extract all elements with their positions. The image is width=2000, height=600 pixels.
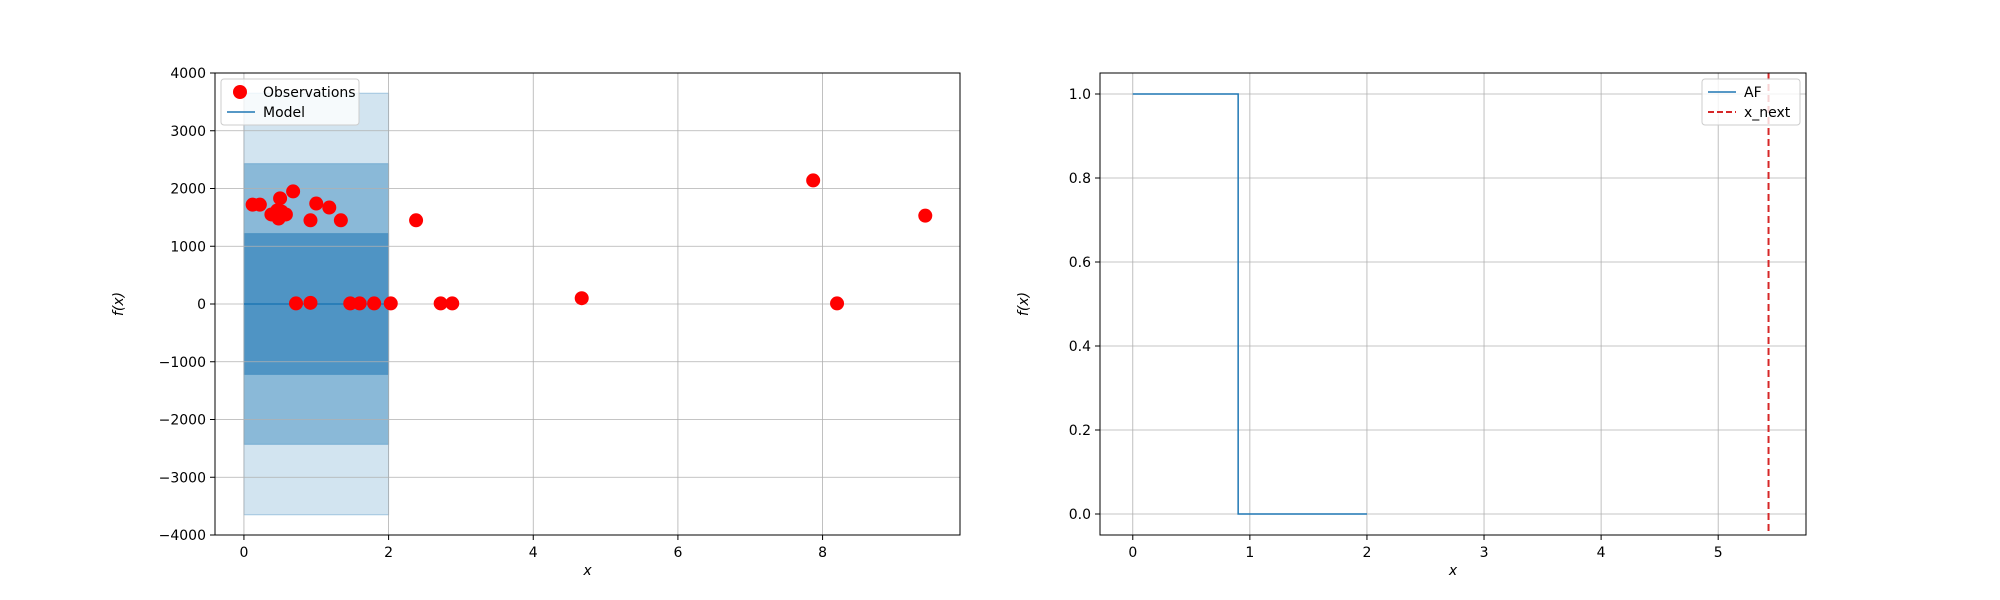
legend-box bbox=[220, 78, 360, 126]
x-tick-label: 0 bbox=[239, 545, 248, 561]
legend-label-observations: Observations bbox=[263, 85, 356, 101]
observation-point bbox=[278, 207, 293, 222]
grid bbox=[1100, 73, 1806, 535]
y-tick-label: 4000 bbox=[170, 66, 206, 82]
observation-point bbox=[367, 296, 382, 311]
observation-point bbox=[352, 296, 367, 311]
x-tick-label: 4 bbox=[1597, 545, 1606, 561]
x-tick-label: 8 bbox=[818, 545, 827, 561]
y-tick-label: −4000 bbox=[159, 528, 206, 544]
x-tick-label: 1 bbox=[1245, 545, 1254, 561]
legend-label-af: AF bbox=[1744, 85, 1762, 101]
observation-point bbox=[830, 296, 845, 311]
observation-point bbox=[286, 184, 301, 199]
y-tick-label: −3000 bbox=[159, 470, 206, 486]
observation-point bbox=[273, 191, 288, 206]
legend-box bbox=[1701, 78, 1801, 126]
y-tick-label: −2000 bbox=[159, 413, 206, 429]
y-tick-label: 0.2 bbox=[1069, 423, 1091, 439]
y-tick-label: 0 bbox=[197, 297, 206, 313]
x-tick-label: 2 bbox=[384, 545, 393, 561]
chart-acquisition-function: 0 1 2 3 4 5 0.0 0.2 0.4 0.6 0.8 1.0 x f(x) AF x_next bbox=[1016, 72, 1807, 579]
observation-points bbox=[245, 173, 933, 311]
observation-point bbox=[333, 213, 348, 228]
legend: AF x_next bbox=[1701, 78, 1801, 126]
y-tick-label: 0.4 bbox=[1069, 339, 1091, 355]
x-axis-label: x bbox=[582, 563, 592, 579]
x-tick-label: 4 bbox=[529, 545, 538, 561]
x-tick-label: 6 bbox=[673, 545, 682, 561]
observation-point bbox=[806, 173, 821, 188]
observation-point bbox=[433, 296, 448, 311]
observation-point bbox=[289, 296, 304, 311]
observation-point bbox=[309, 196, 324, 211]
y-tick-label: 3000 bbox=[170, 124, 206, 140]
y-tick-label: 1000 bbox=[170, 239, 206, 255]
y-tick-label: 2000 bbox=[170, 182, 206, 198]
y-tick-label: 0.0 bbox=[1069, 507, 1091, 523]
x-tick-label: 2 bbox=[1362, 545, 1371, 561]
observation-point bbox=[574, 291, 589, 306]
observation-point bbox=[918, 208, 933, 223]
x-tick-label: 0 bbox=[1128, 545, 1137, 561]
x-axis-label: x bbox=[1448, 563, 1458, 579]
legend-label-model: Model bbox=[263, 105, 305, 121]
y-tick-label: −1000 bbox=[159, 355, 206, 371]
observation-point bbox=[252, 197, 267, 212]
y-tick-label: 0.6 bbox=[1069, 255, 1091, 271]
legend: Observations Model bbox=[220, 78, 360, 126]
y-axis-label: f(x) bbox=[1016, 292, 1032, 316]
y-tick-label: 0.8 bbox=[1069, 171, 1091, 187]
y-axis-label: f(x) bbox=[111, 292, 127, 316]
af-line bbox=[1132, 93, 1367, 515]
legend-label-x-next: x_next bbox=[1744, 105, 1791, 121]
legend-marker-observations bbox=[233, 85, 247, 99]
observation-point bbox=[303, 213, 318, 228]
observation-point bbox=[322, 200, 337, 215]
plot-frame bbox=[1099, 72, 1807, 536]
observation-point bbox=[409, 213, 424, 228]
observation-point bbox=[383, 296, 398, 311]
y-tick-label: 1.0 bbox=[1069, 87, 1091, 103]
observation-point bbox=[445, 296, 460, 311]
x-tick-label: 5 bbox=[1714, 545, 1723, 561]
chart-observations-model: 0 2 4 6 8 −4000 −3000 −2000 −1000 0 1000 2000 3000 40… bbox=[111, 66, 961, 579]
x-tick-label: 3 bbox=[1480, 545, 1489, 561]
observation-point bbox=[303, 295, 318, 310]
